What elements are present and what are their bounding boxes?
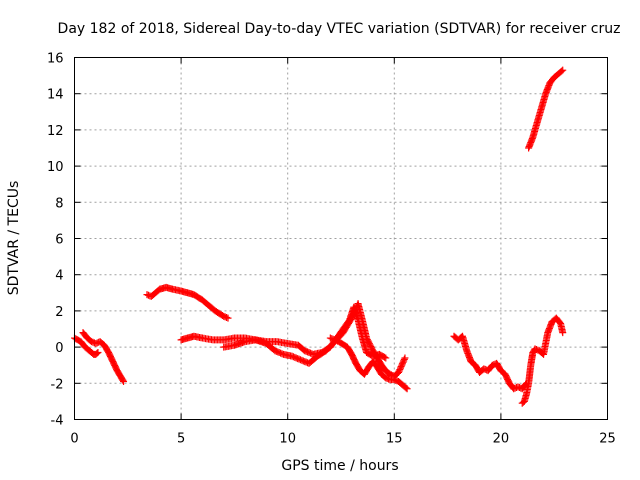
y-tick-label: 10 bbox=[47, 160, 64, 175]
y-tick-labels: -4 -2 0 2 4 6 8 10 12 14 16 bbox=[47, 52, 64, 429]
series-segment-3 bbox=[143, 283, 232, 322]
axis-ticks bbox=[74, 57, 608, 420]
data-point bbox=[559, 329, 567, 337]
y-tick-label: 14 bbox=[47, 88, 64, 103]
data-point bbox=[120, 377, 128, 385]
data-point bbox=[380, 353, 388, 361]
x-tick-label: 20 bbox=[493, 432, 510, 447]
y-tick-label: 2 bbox=[55, 305, 63, 320]
data-point bbox=[93, 349, 101, 357]
x-tick-labels: 0 5 10 15 20 25 bbox=[70, 432, 615, 447]
data-point bbox=[403, 385, 411, 393]
y-tick-label: 12 bbox=[47, 124, 64, 139]
data-point bbox=[558, 67, 566, 75]
data-point bbox=[223, 314, 231, 322]
series-segment-6 bbox=[326, 334, 411, 393]
x-tick-label: 10 bbox=[279, 432, 296, 447]
x-tick-label: 15 bbox=[386, 432, 403, 447]
y-tick-label: 16 bbox=[47, 52, 64, 67]
y-tick-label: -4 bbox=[51, 414, 64, 429]
series-segment-8 bbox=[518, 314, 567, 407]
data-point bbox=[401, 354, 409, 362]
data-point bbox=[94, 349, 102, 357]
data-point bbox=[400, 355, 408, 363]
series-segment-9 bbox=[525, 66, 567, 152]
x-axis-title: GPS time / hours bbox=[281, 458, 398, 474]
x-tick-label: 5 bbox=[177, 432, 185, 447]
x-tick-label: 0 bbox=[70, 432, 78, 447]
y-tick-label: 4 bbox=[55, 269, 63, 284]
data-point bbox=[382, 354, 390, 362]
data-point bbox=[402, 384, 410, 392]
y-tick-label: 8 bbox=[55, 196, 63, 211]
data-point bbox=[119, 376, 127, 384]
y-tick-label: 6 bbox=[55, 233, 63, 248]
series-segment-5 bbox=[220, 300, 409, 380]
data-point bbox=[224, 314, 232, 322]
data-points bbox=[71, 66, 567, 407]
series-segment-2 bbox=[79, 329, 128, 385]
x-tick-label: 25 bbox=[599, 432, 616, 447]
y-axis-title: SDTVAR / TECUs bbox=[6, 181, 22, 296]
grid-lines bbox=[74, 57, 608, 420]
chart-title: Day 182 of 2018, Sidereal Day-to-day VTE… bbox=[58, 21, 621, 37]
y-tick-label: 0 bbox=[55, 341, 63, 356]
data-point bbox=[559, 66, 567, 74]
y-tick-label: -2 bbox=[51, 377, 64, 392]
